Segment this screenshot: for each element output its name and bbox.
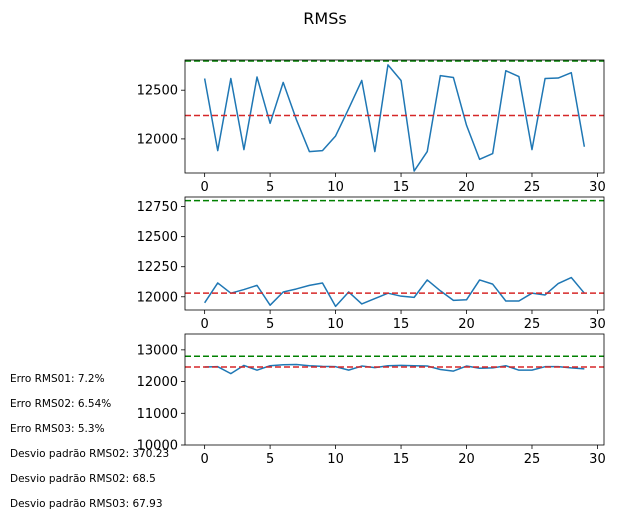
subplot-2: 0 5 10 15 20 25 30 12000 12250 12500 12750: [137, 196, 606, 332]
x-tick-label: 10: [327, 452, 344, 467]
axes-frame-2: [184, 196, 605, 311]
y-tick-label: 12000: [137, 132, 178, 147]
y-tick-label: 12750: [137, 200, 178, 215]
x-tick-label: 10: [327, 317, 344, 332]
x-tick-label: 15: [393, 317, 410, 332]
x-tick-label: 5: [266, 317, 274, 332]
x-tick-label: 25: [524, 317, 541, 332]
x-tick-label: 25: [524, 180, 541, 195]
x-tick-label: 0: [201, 180, 209, 195]
series-line-2: [204, 276, 585, 308]
x-tick-label: 20: [458, 180, 475, 195]
y-tick-label: 13000: [137, 343, 178, 358]
subplot-3: 0 5 10 15 20 25 30 10000 11000 12000 13000: [137, 333, 606, 467]
subplots-group: 0 5 10 15 20 25 30 12000 12500 0 5 10 15 20 25 30 12000 1…: [137, 59, 606, 467]
x-tick-label: 15: [393, 180, 410, 195]
x-tick-label: 20: [458, 317, 475, 332]
x-tick-label: 5: [266, 180, 274, 195]
y-tick-label: 12500: [137, 84, 178, 99]
y-tick-label: 10000: [137, 439, 178, 454]
x-tick-label: 30: [589, 317, 606, 332]
x-tick-label: 0: [201, 452, 209, 467]
annotation-desvio-3: Desvio padrão RMS03: 67.93: [10, 498, 163, 510]
x-tick-label: 25: [524, 452, 541, 467]
y-tick-label: 12250: [137, 260, 178, 275]
x-tick-label: 30: [589, 452, 606, 467]
x-tick-label: 20: [458, 452, 475, 467]
y-tick-label: 11000: [137, 407, 178, 422]
annotation-erro-rms01: Erro RMS01: 7.2%: [10, 373, 105, 385]
y-tick-label: 12000: [137, 375, 178, 390]
series-line-3: [204, 363, 585, 375]
axes-frame-1: [184, 59, 605, 174]
subplot-1: 0 5 10 15 20 25 30 12000 12500: [137, 59, 606, 195]
annotation-erro-rms02: Erro RMS02: 6.54%: [10, 398, 112, 410]
series-line-1: [203, 64, 586, 172]
annotation-desvio-2: Desvio padrão RMS02: 68.5: [10, 473, 156, 485]
x-tick-label: 0: [201, 317, 209, 332]
annotation-erro-rms03: Erro RMS03: 5.3%: [10, 423, 105, 435]
x-tick-label: 30: [589, 180, 606, 195]
x-tick-label: 10: [327, 180, 344, 195]
axes-frame-3: [184, 333, 605, 446]
y-tick-label: 12500: [137, 230, 178, 245]
annotation-desvio-1: Desvio padrão RMS02: 370.23: [10, 448, 170, 460]
figure-title: RMSs: [303, 9, 346, 28]
y-tick-label: 12000: [137, 290, 178, 305]
x-tick-label: 15: [393, 452, 410, 467]
x-tick-label: 5: [266, 452, 274, 467]
